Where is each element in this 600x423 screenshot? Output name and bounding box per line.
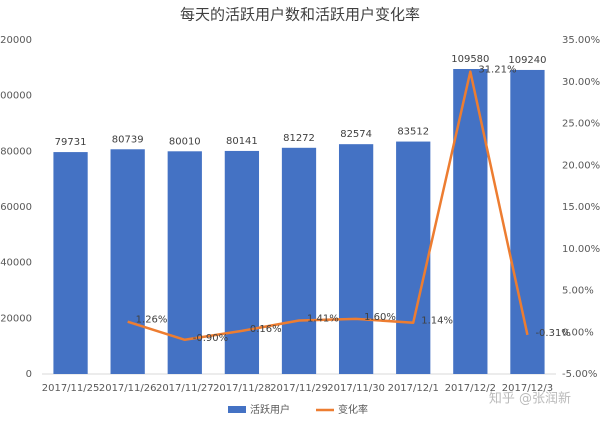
y-tick-label: 40000 bbox=[0, 258, 32, 269]
legend-label: 变化率 bbox=[338, 403, 368, 416]
bar bbox=[110, 149, 145, 374]
data-label: 80010 bbox=[169, 136, 201, 147]
data-label: 1.14% bbox=[421, 316, 453, 327]
bar bbox=[338, 144, 374, 374]
y-tick-label: 120000 bbox=[0, 35, 32, 46]
data-label: 79731 bbox=[55, 137, 87, 148]
x-tick-label: 2017/12/2 bbox=[445, 383, 496, 394]
bar bbox=[396, 141, 431, 374]
y2-tick-label: -5.00% bbox=[562, 369, 597, 380]
data-label: 80141 bbox=[226, 136, 258, 147]
x-tick-label: 2017/11/28 bbox=[213, 383, 271, 394]
line bbox=[127, 70, 529, 342]
y2-tick-label: 25.00% bbox=[562, 119, 600, 130]
data-label: 109240 bbox=[508, 55, 546, 66]
x-tick-label: 2017/11/25 bbox=[42, 383, 100, 394]
x-tick-label: 2017/11/26 bbox=[99, 383, 157, 394]
y-tick-label: 60000 bbox=[0, 202, 32, 213]
y-tick-label: 100000 bbox=[0, 91, 32, 102]
y2-tick-label: 30.00% bbox=[562, 77, 600, 88]
y2-tick-label: 0.00% bbox=[562, 327, 594, 338]
data-label: 1.60% bbox=[364, 312, 396, 323]
watermark: 知乎 @张润新 bbox=[489, 391, 571, 407]
data-label: -0.90% bbox=[193, 333, 228, 344]
bar bbox=[510, 69, 545, 374]
y2-tick-label: 35.00% bbox=[562, 35, 600, 46]
y2-tick-label: 5.00% bbox=[562, 286, 594, 297]
y-tick-label: 0 bbox=[26, 369, 32, 380]
bar bbox=[453, 69, 488, 375]
y-tick-label: 80000 bbox=[0, 146, 32, 157]
bar bbox=[281, 147, 317, 374]
y2-tick-label: 10.00% bbox=[562, 244, 600, 255]
y-tick-label: 20000 bbox=[0, 313, 32, 324]
data-label: 1.41% bbox=[307, 313, 339, 324]
bar bbox=[224, 150, 260, 374]
x-tick-label: 2017/12/1 bbox=[388, 383, 439, 394]
data-label: 80739 bbox=[112, 134, 144, 145]
chart-title: 每天的活跃用户数和活跃用户变化率 bbox=[180, 6, 420, 24]
y2-tick-label: 20.00% bbox=[562, 160, 600, 171]
x-tick-label: 2017/11/30 bbox=[327, 383, 385, 394]
data-label: 31.21% bbox=[478, 65, 516, 76]
data-label: 109580 bbox=[451, 54, 489, 65]
x-tick-label: 2017/11/29 bbox=[270, 383, 328, 394]
data-label: 1.26% bbox=[136, 315, 168, 326]
data-label: 81272 bbox=[283, 133, 315, 144]
data-label: 82574 bbox=[340, 129, 372, 140]
legend-label: 活跃用户 bbox=[250, 403, 290, 416]
data-label: 83512 bbox=[397, 127, 429, 138]
x-tick-label: 2017/11/27 bbox=[156, 383, 214, 394]
y2-tick-label: 15.00% bbox=[562, 202, 600, 213]
bar bbox=[53, 152, 88, 374]
data-label: -0.31% bbox=[535, 328, 570, 339]
legend-swatch bbox=[228, 406, 246, 413]
data-label: 0.16% bbox=[250, 324, 282, 335]
x-tick-label: 2017/12/3 bbox=[502, 383, 553, 394]
